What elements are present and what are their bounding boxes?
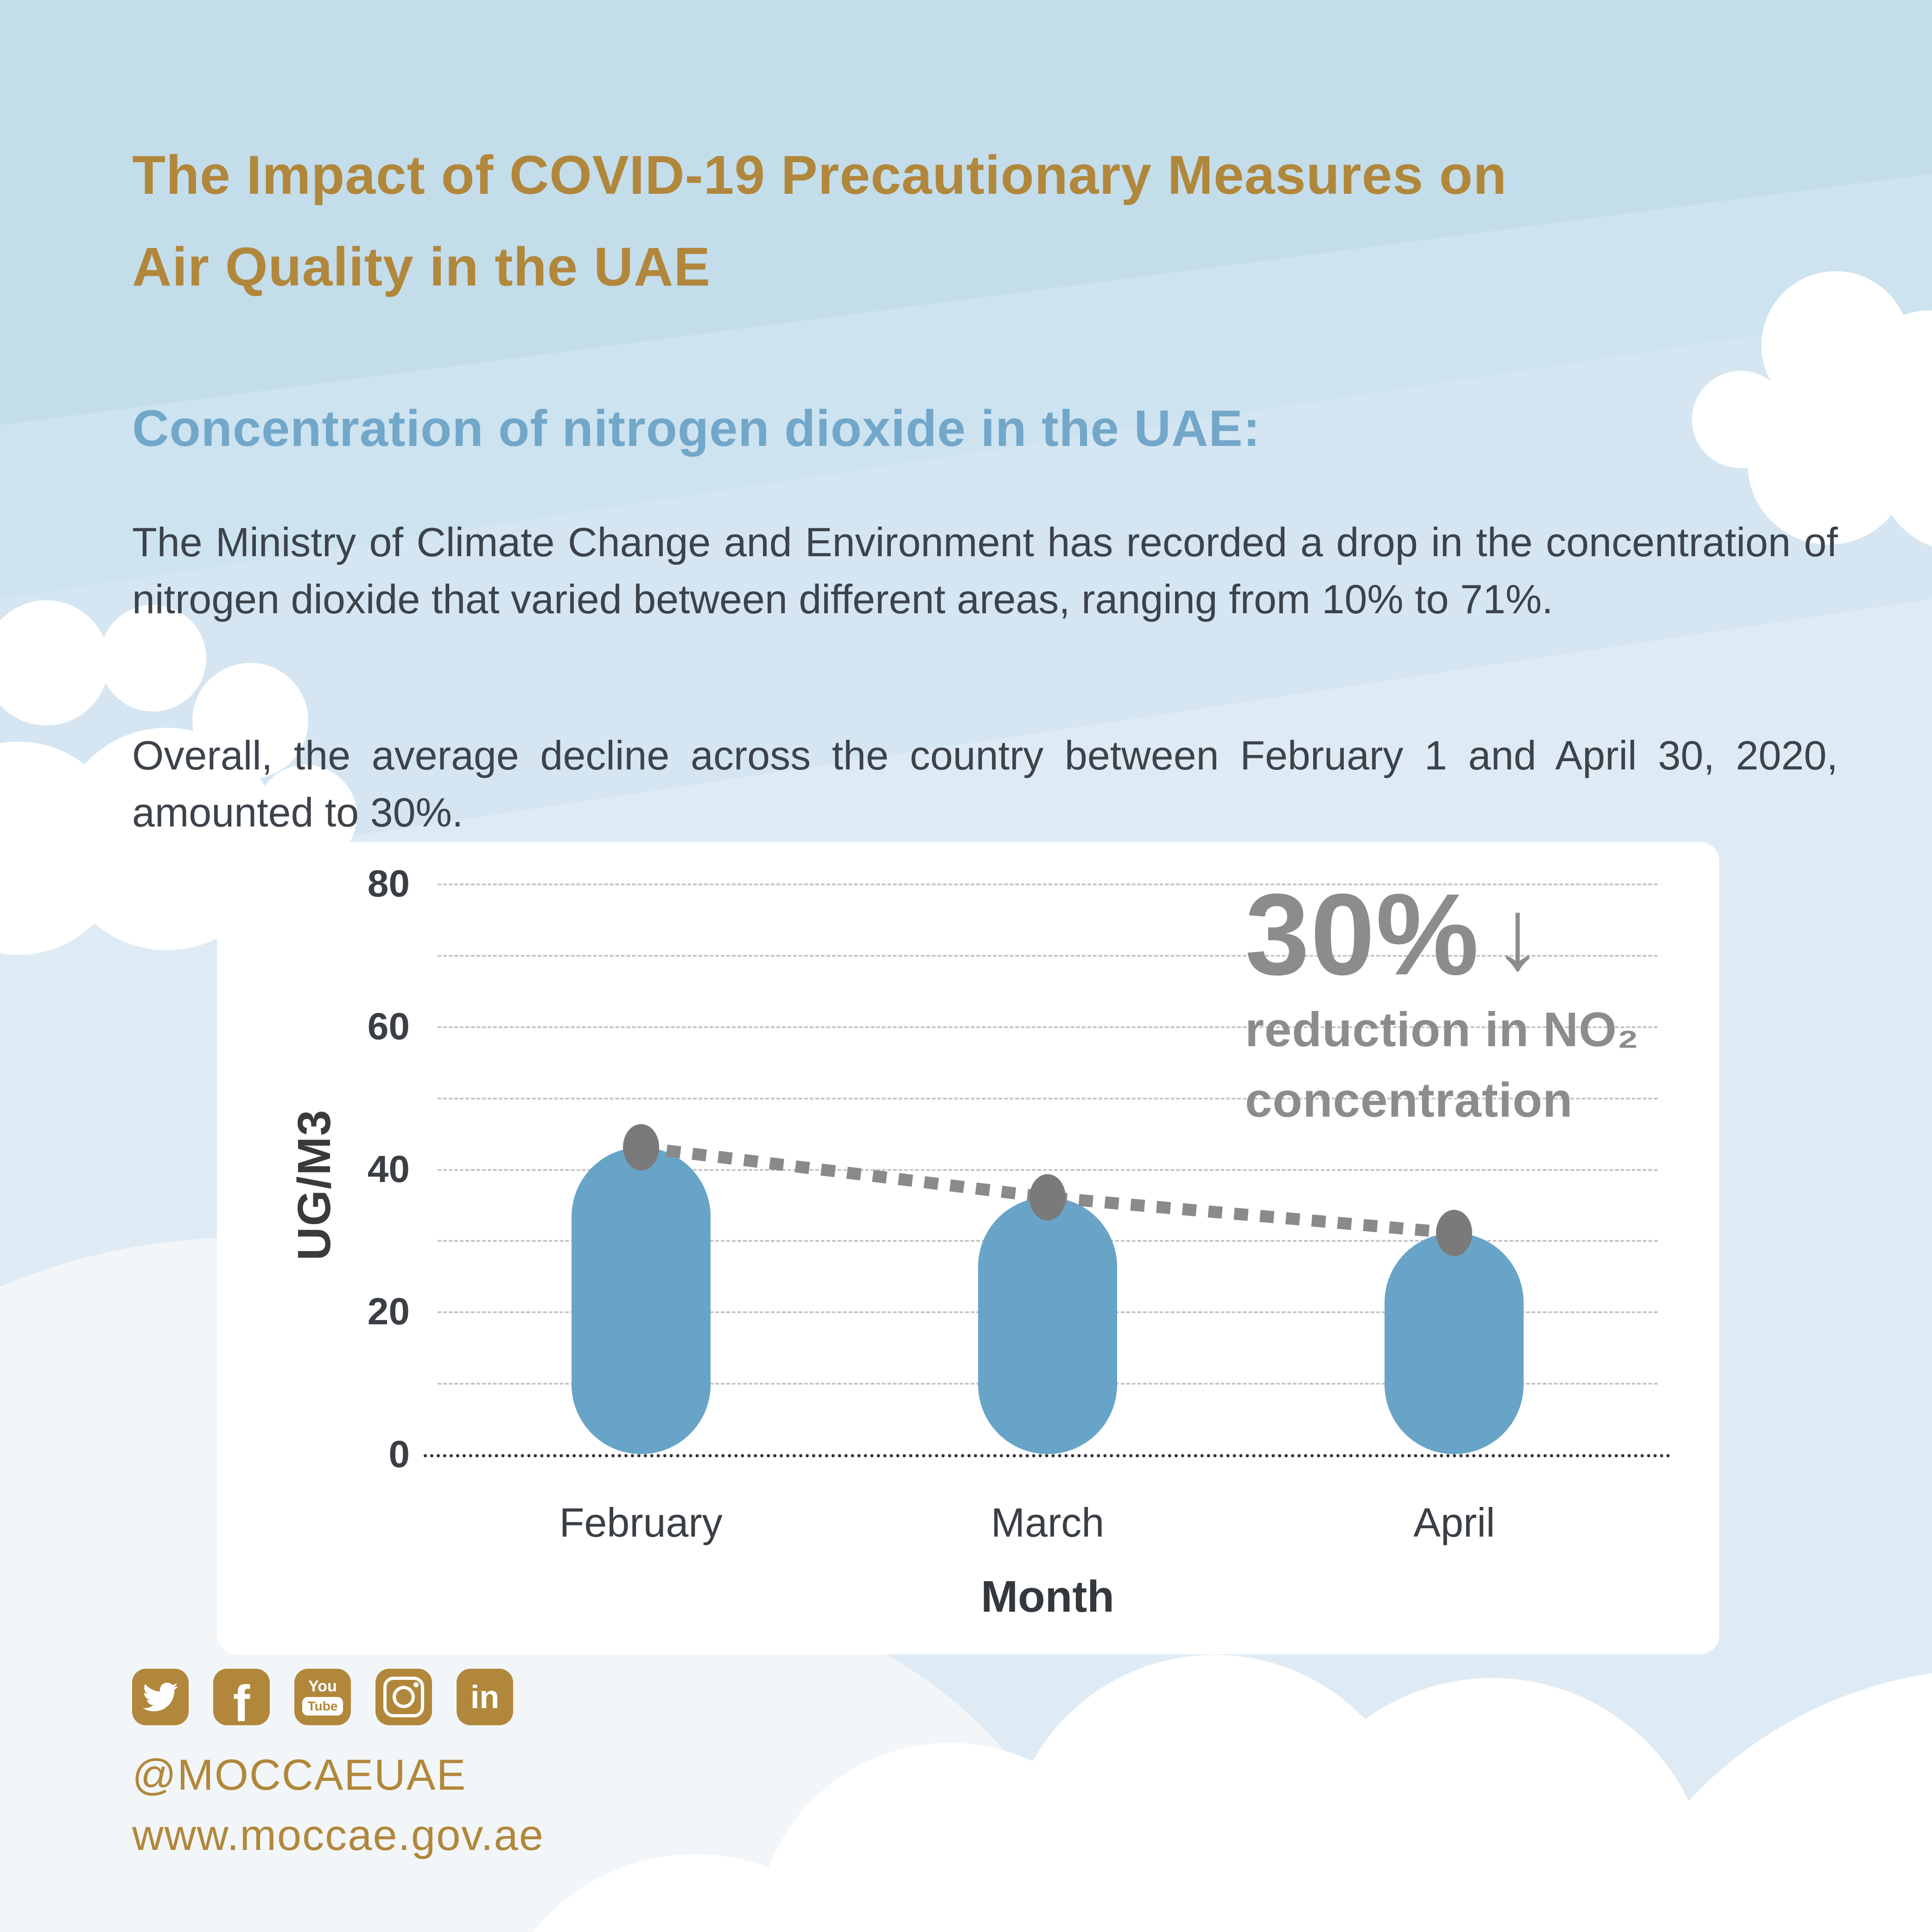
youtube-icon[interactable]: You Tube <box>294 1669 351 1725</box>
x-tick-label-february: February <box>559 1500 723 1545</box>
annotation-percent: 30% <box>1245 870 1480 999</box>
cloud-puff <box>100 605 206 712</box>
y-tick-label-20: 20 <box>367 1290 410 1333</box>
body-paragraph-2: Overall, the average decline across the … <box>132 732 1838 836</box>
page-title: The Impact of COVID-19 Precautionary Mea… <box>132 145 1507 298</box>
bar-april <box>1385 1233 1524 1454</box>
twitter-icon[interactable] <box>132 1669 189 1725</box>
gridline-60 <box>438 1026 1658 1028</box>
x-tick-label-april: April <box>1413 1500 1495 1545</box>
data-point-dot-march <box>1030 1174 1066 1221</box>
y-tick-label-40: 40 <box>367 1148 410 1190</box>
body-paragraph-1: The Ministry of Climate Change and Envir… <box>132 519 1838 623</box>
x-axis-title: Month <box>981 1572 1114 1621</box>
linkedin-icon[interactable]: in <box>457 1669 513 1725</box>
facebook-icon[interactable]: f <box>213 1669 270 1725</box>
annotation-percent-row: 30% ↓ <box>1245 874 1639 995</box>
reduction-annotation: 30% ↓ reduction in NO₂ concentration <box>1245 874 1639 1136</box>
bar-march <box>978 1197 1117 1454</box>
down-arrow-icon: ↓ <box>1493 878 1544 991</box>
y-tick-label-80: 80 <box>367 863 410 905</box>
gridline-50 <box>438 1097 1658 1099</box>
social-handle: @MOCCAEUAE <box>132 1750 467 1799</box>
gridline-70 <box>438 954 1658 957</box>
chart-card: UG/M3 0 20 40 60 80 February March April 30% ↓ … <box>217 842 1719 1654</box>
x-tick-label-march: March <box>991 1500 1105 1545</box>
y-tick-label-0: 0 <box>388 1433 410 1475</box>
cloud-strip <box>695 1896 1932 1932</box>
instagram-icon[interactable] <box>375 1669 432 1725</box>
x-axis-zero-line <box>424 1454 1671 1457</box>
website-link[interactable]: www.moccae.gov.ae <box>132 1811 545 1859</box>
section-heading: Concentration of nitrogen dioxide in the… <box>132 400 1261 458</box>
y-tick-label-60: 60 <box>367 1005 410 1048</box>
data-point-dot-february <box>623 1124 659 1171</box>
gridline-40 <box>438 1169 1658 1171</box>
data-point-dot-april <box>1436 1209 1473 1256</box>
bar-february <box>571 1147 711 1454</box>
trend-line <box>640 1141 1455 1239</box>
annotation-line2: concentration <box>1245 1073 1573 1128</box>
social-icons-row: f You Tube in <box>132 1669 513 1725</box>
plot-area: 0 20 40 60 80 February March April <box>368 863 1671 1545</box>
cloud-puff <box>0 600 109 725</box>
gridline-80 <box>438 883 1658 885</box>
annotation-line1: reduction in NO₂ <box>1245 1003 1640 1057</box>
